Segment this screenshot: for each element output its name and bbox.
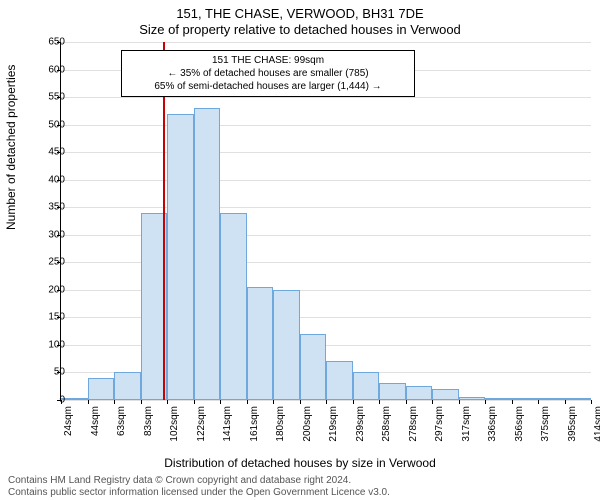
xtick-mark bbox=[459, 400, 460, 404]
histogram-bar bbox=[353, 372, 380, 400]
histogram-bar bbox=[485, 398, 512, 400]
xtick-label: 375sqm bbox=[540, 406, 551, 442]
xtick-label: 395sqm bbox=[567, 406, 578, 442]
xtick-mark bbox=[273, 400, 274, 404]
grid-line bbox=[61, 207, 591, 208]
xtick-mark bbox=[114, 400, 115, 404]
histogram-bar bbox=[273, 290, 300, 400]
histogram-bar bbox=[512, 398, 539, 400]
xtick-mark bbox=[326, 400, 327, 404]
grid-line bbox=[61, 97, 591, 98]
histogram-bar bbox=[379, 383, 406, 400]
xtick-mark bbox=[247, 400, 248, 404]
ytick-label: 600 bbox=[35, 64, 65, 75]
histogram-bar bbox=[459, 397, 486, 400]
ytick-label: 300 bbox=[35, 229, 65, 240]
ytick-label: 50 bbox=[35, 367, 65, 378]
xtick-mark bbox=[406, 400, 407, 404]
ytick-label: 250 bbox=[35, 257, 65, 268]
histogram-bar bbox=[432, 389, 459, 400]
ytick-label: 350 bbox=[35, 202, 65, 213]
ytick-label: 0 bbox=[35, 395, 65, 406]
histogram-bar bbox=[88, 378, 115, 400]
xtick-label: 317sqm bbox=[461, 406, 472, 442]
histogram-bar bbox=[220, 213, 247, 400]
xtick-mark bbox=[432, 400, 433, 404]
histogram-bar bbox=[167, 114, 194, 400]
xtick-label: 336sqm bbox=[487, 406, 498, 442]
xtick-label: 161sqm bbox=[249, 406, 260, 442]
annotation-box: 151 THE CHASE: 99sqm← 35% of detached ho… bbox=[121, 50, 415, 97]
ytick-label: 500 bbox=[35, 119, 65, 130]
xtick-label: 414sqm bbox=[593, 406, 600, 442]
xtick-label: 141sqm bbox=[222, 406, 233, 442]
histogram-bar bbox=[194, 108, 221, 400]
xtick-mark bbox=[194, 400, 195, 404]
xtick-mark bbox=[167, 400, 168, 404]
xtick-mark bbox=[88, 400, 89, 404]
xtick-mark bbox=[538, 400, 539, 404]
annotation-line3: 65% of semi-detached houses are larger (… bbox=[128, 80, 408, 93]
title-line1: 151, THE CHASE, VERWOOD, BH31 7DE bbox=[0, 6, 600, 21]
xtick-mark bbox=[591, 400, 592, 404]
title-line2: Size of property relative to detached ho… bbox=[0, 22, 600, 37]
annotation-line1: 151 THE CHASE: 99sqm bbox=[128, 54, 408, 67]
ytick-label: 200 bbox=[35, 284, 65, 295]
histogram-bar bbox=[538, 398, 565, 400]
xtick-label: 200sqm bbox=[302, 406, 313, 442]
xtick-label: 219sqm bbox=[328, 406, 339, 442]
ytick-label: 400 bbox=[35, 174, 65, 185]
annotation-line2: ← 35% of detached houses are smaller (78… bbox=[128, 67, 408, 80]
histogram-bar bbox=[565, 398, 592, 400]
xtick-label: 44sqm bbox=[90, 406, 101, 436]
xtick-mark bbox=[141, 400, 142, 404]
xtick-mark bbox=[512, 400, 513, 404]
xtick-mark bbox=[353, 400, 354, 404]
footer-line1: Contains HM Land Registry data © Crown c… bbox=[8, 475, 351, 486]
x-axis-label: Distribution of detached houses by size … bbox=[0, 456, 600, 470]
xtick-label: 83sqm bbox=[143, 406, 154, 436]
ytick-label: 100 bbox=[35, 339, 65, 350]
xtick-label: 102sqm bbox=[169, 406, 180, 442]
histogram-bar bbox=[300, 334, 327, 400]
histogram-bar bbox=[326, 361, 353, 400]
xtick-label: 239sqm bbox=[355, 406, 366, 442]
ytick-label: 650 bbox=[35, 37, 65, 48]
grid-line bbox=[61, 42, 591, 43]
histogram-bar bbox=[247, 287, 274, 400]
xtick-mark bbox=[379, 400, 380, 404]
footer-line2: Contains public sector information licen… bbox=[8, 487, 390, 498]
xtick-label: 63sqm bbox=[116, 406, 127, 436]
xtick-label: 122sqm bbox=[196, 406, 207, 442]
ytick-label: 550 bbox=[35, 92, 65, 103]
histogram-bar bbox=[406, 386, 433, 400]
histogram-bar bbox=[114, 372, 141, 400]
ytick-label: 150 bbox=[35, 312, 65, 323]
xtick-label: 297sqm bbox=[434, 406, 445, 442]
xtick-label: 258sqm bbox=[381, 406, 392, 442]
xtick-mark bbox=[485, 400, 486, 404]
ytick-label: 450 bbox=[35, 147, 65, 158]
xtick-label: 278sqm bbox=[408, 406, 419, 442]
xtick-label: 356sqm bbox=[514, 406, 525, 442]
xtick-label: 180sqm bbox=[275, 406, 286, 442]
grid-line bbox=[61, 125, 591, 126]
xtick-mark bbox=[565, 400, 566, 404]
grid-line bbox=[61, 180, 591, 181]
xtick-mark bbox=[220, 400, 221, 404]
histogram-plot: 151 THE CHASE: 99sqm← 35% of detached ho… bbox=[60, 42, 591, 401]
xtick-mark bbox=[300, 400, 301, 404]
grid-line bbox=[61, 152, 591, 153]
xtick-label: 24sqm bbox=[63, 406, 74, 436]
y-axis-label: Number of detached properties bbox=[4, 65, 18, 230]
